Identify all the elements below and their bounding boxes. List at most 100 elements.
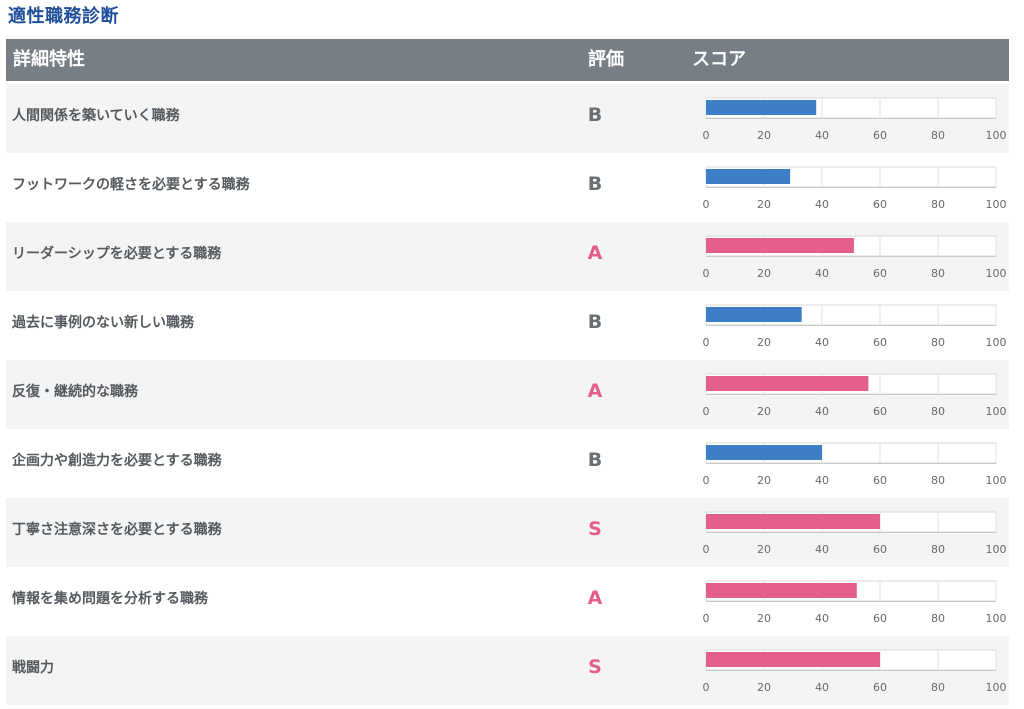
tick-label: 0 [703, 405, 710, 418]
score-chart: 0 20 40 60 80 100 [703, 649, 1007, 694]
tick-label: 100 [986, 474, 1007, 487]
tick-label: 0 [703, 612, 710, 625]
tick-label: 60 [873, 267, 887, 280]
tick-label: 80 [931, 543, 945, 556]
tick-label: 40 [815, 405, 829, 418]
tick-label: 0 [703, 267, 710, 280]
score-chart: 0 20 40 60 80 100 [703, 373, 1007, 418]
score-chart: 0 20 40 60 80 100 [703, 304, 1007, 349]
table-row: 丁寧さ注意深さを必要とする職務 S 0 20 40 60 80 100 [6, 498, 1009, 567]
tick-label: 60 [873, 681, 887, 694]
page-title: 適性職務診断 [8, 6, 119, 27]
trait-label: 過去に事例のない新しい職務 [12, 315, 194, 331]
tick-label: 60 [873, 129, 887, 142]
header-score: スコア [692, 49, 746, 70]
trait-label: 丁寧さ注意深さを必要とする職務 [12, 522, 222, 538]
score-bar [706, 100, 817, 115]
trait-label: フットワークの軽さを必要とする職務 [12, 177, 250, 193]
tick-label: 20 [757, 129, 771, 142]
score-bar [706, 238, 854, 253]
table-row: フットワークの軽さを必要とする職務 B 0 20 40 60 80 100 [6, 153, 1009, 222]
score-bar [706, 307, 802, 322]
tick-label: 20 [757, 405, 771, 418]
score-chart: 0 20 40 60 80 100 [703, 580, 1007, 625]
rating-badge: S [588, 656, 602, 678]
tick-label: 20 [757, 612, 771, 625]
header-rating: 評価 [588, 49, 624, 70]
score-bar [706, 652, 880, 667]
tick-label: 60 [873, 336, 887, 349]
rating-badge: S [588, 518, 602, 540]
tick-label: 40 [815, 267, 829, 280]
tick-label: 80 [931, 129, 945, 142]
trait-label: 人間関係を築いていく職務 [12, 108, 180, 124]
table-row: 企画力や創造力を必要とする職務 B 0 20 40 60 80 100 [6, 429, 1009, 498]
table-row: リーダーシップを必要とする職務 A 0 20 40 60 80 100 [6, 222, 1009, 291]
tick-label: 100 [986, 129, 1007, 142]
tick-label: 40 [815, 543, 829, 556]
score-chart: 0 20 40 60 80 100 [703, 166, 1007, 211]
table-row: 戦闘力 S 0 20 40 60 80 100 [6, 636, 1009, 705]
tick-label: 80 [931, 267, 945, 280]
tick-label: 80 [931, 612, 945, 625]
tick-label: 0 [703, 129, 710, 142]
tick-label: 40 [815, 336, 829, 349]
rating-badge: B [587, 173, 603, 195]
tick-label: 100 [986, 612, 1007, 625]
tick-label: 0 [703, 474, 710, 487]
tick-label: 80 [931, 198, 945, 211]
score-chart: 0 20 40 60 80 100 [703, 235, 1007, 280]
trait-label: 反復・継続的な職務 [12, 384, 138, 400]
tick-label: 40 [815, 129, 829, 142]
trait-label: 戦闘力 [12, 660, 54, 676]
tick-label: 100 [986, 681, 1007, 694]
tick-label: 60 [873, 198, 887, 211]
tick-label: 40 [815, 474, 829, 487]
rating-badge: A [587, 242, 603, 264]
table-header: 詳細特性 評価 スコア [6, 39, 1009, 81]
score-bar [706, 376, 869, 391]
tick-label: 100 [986, 543, 1007, 556]
results-table: 人間関係を築いていく職務 B 0 20 40 60 80 100 フットワークの軽さを必要とする… [6, 84, 1009, 705]
trait-label: リーダーシップを必要とする職務 [12, 246, 222, 262]
tick-label: 100 [986, 267, 1007, 280]
tick-label: 100 [986, 198, 1007, 211]
table-row: 人間関係を築いていく職務 B 0 20 40 60 80 100 [6, 84, 1009, 153]
trait-label: 情報を集め問題を分析する職務 [12, 591, 208, 607]
score-bar [706, 583, 857, 598]
rating-badge: A [587, 587, 603, 609]
tick-label: 60 [873, 543, 887, 556]
tick-label: 80 [931, 474, 945, 487]
tick-label: 0 [703, 543, 710, 556]
tick-label: 40 [815, 681, 829, 694]
header-trait: 詳細特性 [13, 49, 85, 70]
tick-label: 80 [931, 336, 945, 349]
tick-label: 40 [815, 612, 829, 625]
rating-badge: B [587, 449, 603, 471]
tick-label: 20 [757, 474, 771, 487]
tick-label: 40 [815, 198, 829, 211]
score-chart: 0 20 40 60 80 100 [703, 442, 1007, 487]
tick-label: 0 [703, 336, 710, 349]
tick-label: 0 [703, 681, 710, 694]
tick-label: 60 [873, 612, 887, 625]
tick-label: 80 [931, 405, 945, 418]
tick-label: 20 [757, 336, 771, 349]
table-row: 過去に事例のない新しい職務 B 0 20 40 60 80 100 [6, 291, 1009, 360]
score-chart: 0 20 40 60 80 100 [703, 511, 1007, 556]
score-chart: 0 20 40 60 80 100 [703, 97, 1007, 142]
tick-label: 60 [873, 474, 887, 487]
score-bar [706, 169, 791, 184]
trait-label: 企画力や創造力を必要とする職務 [12, 453, 222, 469]
tick-label: 20 [757, 198, 771, 211]
tick-label: 20 [757, 267, 771, 280]
tick-label: 20 [757, 681, 771, 694]
table-row: 情報を集め問題を分析する職務 A 0 20 40 60 80 100 [6, 567, 1009, 636]
tick-label: 80 [931, 681, 945, 694]
rating-badge: A [587, 380, 603, 402]
rating-badge: B [587, 311, 603, 333]
tick-label: 100 [986, 336, 1007, 349]
table-row: 反復・継続的な職務 A 0 20 40 60 80 100 [6, 360, 1009, 429]
tick-label: 20 [757, 543, 771, 556]
score-bar [706, 514, 880, 529]
